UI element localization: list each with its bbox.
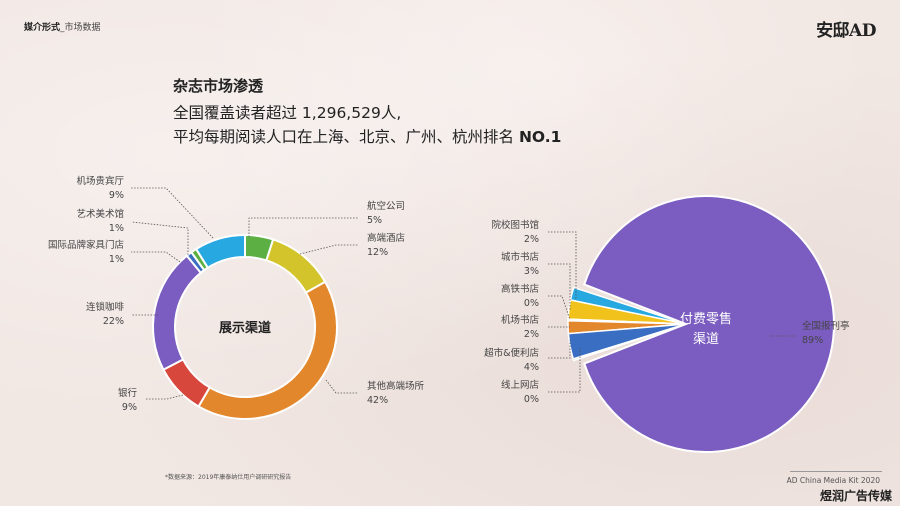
donut-slice-label-2: 其他高端场所 [367, 380, 425, 392]
retail-leader-line-5 [548, 340, 571, 359]
retail-center-label-2: 渠道 [693, 332, 719, 347]
media-kit-label: AD China Media Kit 2020 [786, 476, 880, 485]
donut-slice-2 [197, 280, 338, 420]
donut-slice-value-3: 9% [122, 402, 137, 413]
donut-leader-line-3 [145, 394, 184, 400]
donut-slice-label-7: 机场贵宾厅 [76, 175, 124, 187]
retail-slice-6 [572, 323, 687, 362]
donut-slice-4 [152, 254, 203, 372]
donut-slice-label-1: 高端酒店 [367, 232, 405, 244]
headline-line-2-text: 平均每期阅读人口在上海、北京、广州、杭州排名 [173, 128, 519, 146]
data-source-note: *数据来源：2019年康泰纳仕用户调研研究报告 [165, 474, 292, 481]
brand-logo: 安邸AD [816, 21, 876, 41]
retail-slice-value-2: 3% [524, 266, 539, 277]
donut-leader-line-2 [325, 379, 358, 394]
donut-slice-label-3: 银行 [118, 387, 138, 399]
breadcrumb: 媒介形式_市场数据 [24, 20, 101, 33]
display-channel-donut-chart: 展示渠道 航空公司 5% 高端酒店 12% 其他高端场所 42% 银行 9% 连锁咖啡 22% 国际品… [48, 175, 425, 420]
retail-leader-line-3 [548, 295, 571, 321]
headline-line-2: 平均每期阅读人口在上海、北京、广州、杭州排名 NO.1 [173, 125, 561, 149]
donut-center-label: 展示渠道 [219, 320, 271, 336]
donut-slice-value-5: 1% [109, 254, 124, 265]
retail-slice-label-0: 全国报刊亭 [802, 320, 850, 332]
donut-leader-line-1 [299, 244, 358, 255]
section-title: 杂志市场渗透 [173, 77, 264, 95]
retail-center-label-1: 付费零售 [680, 311, 732, 327]
retail-slice-label-2: 城市书店 [501, 251, 539, 263]
footer-divider [790, 471, 882, 472]
donut-slice-value-1: 12% [367, 247, 388, 258]
donut-slice-7 [194, 233, 246, 270]
retail-leader-line-1 [548, 231, 577, 300]
headline: 全国覆盖读者超过 1,296,529人, 平均每期阅读人口在上海、北京、广州、杭… [173, 101, 561, 149]
retail-slice-value-4: 2% [524, 329, 539, 340]
retail-slice-value-5: 4% [524, 362, 539, 373]
retail-slice-value-6: 0% [524, 394, 539, 405]
breadcrumb-section: 媒介形式 [24, 23, 61, 33]
donut-slice-value-7: 9% [109, 190, 124, 201]
donut-slice-label-5: 国际品牌家具门店 [48, 239, 124, 251]
donut-slice-value-0: 5% [367, 215, 382, 226]
retail-slice-value-0: 89% [802, 335, 823, 346]
watermark-text: 煜润广告传媒 [819, 489, 892, 503]
donut-leader-line-6 [131, 221, 189, 255]
retail-slice-label-3: 高铁书店 [501, 283, 539, 295]
donut-slice-value-6: 1% [109, 223, 124, 234]
donut-leader-line-0 [248, 217, 358, 237]
donut-slice-1 [265, 238, 327, 294]
donut-slice-value-2: 42% [367, 395, 388, 406]
retail-slice-label-5: 超市&便利店 [484, 347, 539, 359]
retail-slice-0 [583, 195, 835, 453]
retail-leader-line-2 [548, 263, 571, 310]
donut-leader-line-7 [131, 187, 214, 239]
retail-slice-label-4: 机场书店 [501, 314, 539, 326]
donut-slice-value-4: 22% [103, 316, 124, 327]
donut-slice-label-0: 航空公司 [367, 200, 405, 212]
headline-line-1: 全国覆盖读者超过 1,296,529人, [173, 104, 402, 122]
donut-slice-label-4: 连锁咖啡 [86, 301, 125, 313]
headline-rank: NO.1 [518, 128, 562, 146]
retail-leader-line-6 [548, 348, 581, 393]
retail-slice-value-1: 2% [524, 234, 539, 245]
donut-slice-label-6: 艺术美术馆 [76, 208, 124, 220]
breadcrumb-sub: _市场数据 [60, 23, 101, 33]
retail-slice-value-3: 0% [524, 298, 539, 309]
retail-slice-label-1: 院校图书馆 [491, 219, 539, 231]
donut-leader-line-5 [131, 251, 181, 263]
retail-slice-label-6: 线上网店 [501, 379, 539, 391]
